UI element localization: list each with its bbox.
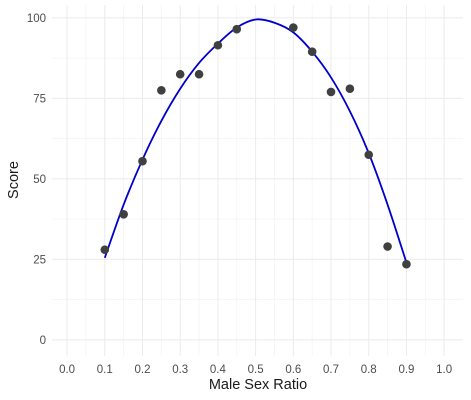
data-point [194,69,204,79]
y-tick-label: 75 [33,93,46,105]
data-point [383,242,392,251]
data-point [289,23,298,32]
x-tick-label: 0.9 [398,364,414,376]
data-point [364,150,374,160]
data-point [345,84,355,94]
fit-line-layer [103,18,408,263]
x-tick-label: 0.0 [59,364,75,376]
data-point [157,86,166,95]
x-tick-label: 0.1 [97,364,113,376]
x-axis-ticks: 0.0 0.1 0.2 0.3 0.4 0.5 0.6 0.7 0.8 0.9 1.0 [59,364,452,376]
x-axis-title: Male Sex Ratio [209,377,307,393]
x-tick-label: 0.2 [134,364,150,376]
data-point [326,87,336,97]
y-tick-label: 50 [33,174,46,186]
x-tick-label: 0.8 [361,364,377,376]
x-tick-label: 0.3 [172,364,188,376]
data-point [175,69,185,79]
fit-line [103,18,408,263]
y-axis-title: Score [6,161,22,199]
data-point [119,210,128,219]
x-tick-label: 1.0 [436,364,452,376]
x-tick-label: 0.4 [210,364,227,376]
x-tick-label: 0.5 [248,364,264,376]
y-tick-label: 100 [27,13,46,25]
x-tick-label: 0.7 [323,364,339,376]
y-tick-label: 25 [33,254,46,266]
y-tick-label: 0 [40,335,46,347]
data-point [232,24,242,34]
data-point [307,47,317,56]
data-point [402,259,411,269]
data-points [100,23,411,269]
data-point [213,40,223,50]
y-axis-ticks: 0 25 50 75 100 [27,13,46,347]
x-tick-label: 0.6 [285,364,301,376]
data-point [100,245,110,255]
grid [52,5,463,356]
data-point [138,156,147,166]
